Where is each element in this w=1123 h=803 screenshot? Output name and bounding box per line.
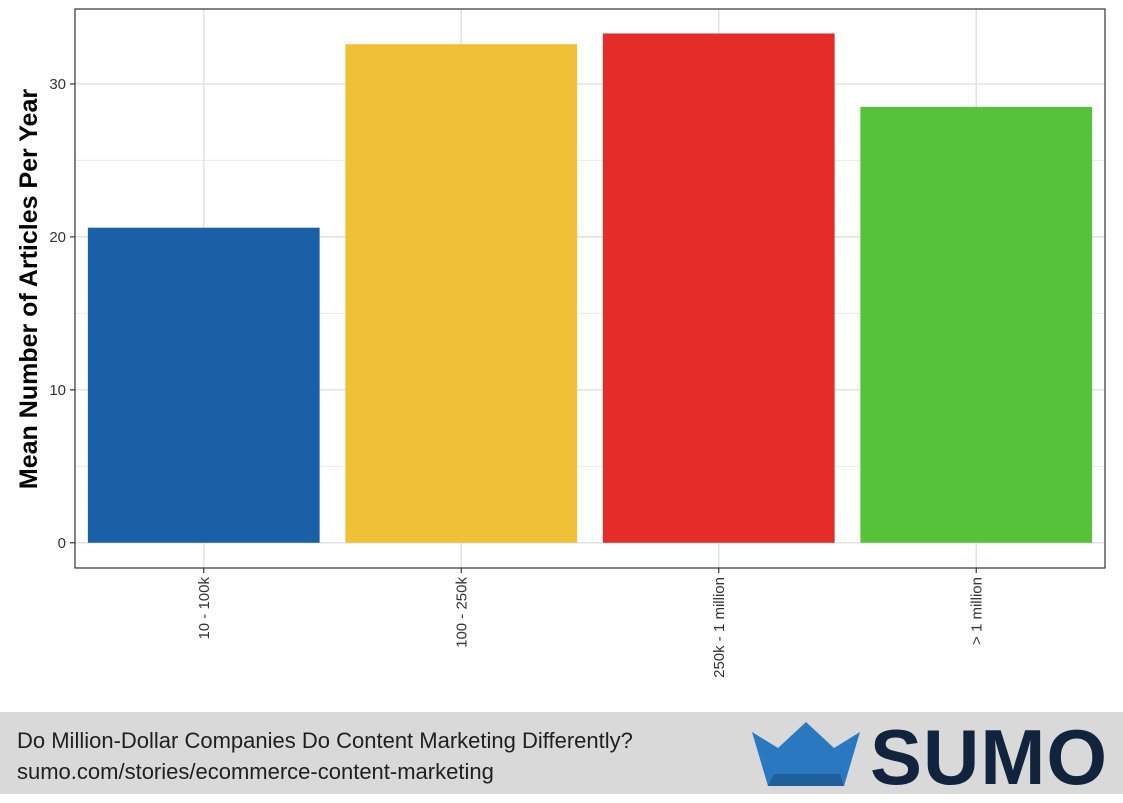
- y-axis: 0 10 20 30: [49, 76, 75, 552]
- y-tick-label: 30: [49, 76, 66, 93]
- sumo-logo: SUMO: [748, 713, 1118, 801]
- article-url[interactable]: sumo.com/stories/ecommerce-content-marke…: [17, 759, 494, 784]
- bar: [602, 33, 835, 543]
- bar: [345, 44, 578, 543]
- bars: [87, 33, 1093, 543]
- y-tick-label: 0: [58, 535, 66, 552]
- x-tick-label: 100 - 250k: [453, 577, 470, 648]
- bar-chart: 0 10 20 30 10 - 100k 100 - 250k 250k - 1 mill…: [15, 8, 1106, 678]
- y-axis-label: Mean Number of Articles Per Year: [15, 89, 43, 489]
- bar: [860, 106, 1093, 543]
- y-tick-label: 20: [49, 229, 66, 246]
- x-axis: 10 - 100k 100 - 250k 250k - 1 million > 1 m…: [196, 568, 985, 678]
- x-tick-label: 250k - 1 million: [711, 577, 728, 678]
- article-title: Do Million-Dollar Companies Do Content M…: [17, 728, 633, 753]
- plot-border: [74, 8, 1106, 569]
- x-tick-label: > 1 million: [968, 577, 985, 645]
- crown-icon: [752, 722, 860, 786]
- footer-banner: Do Million-Dollar Companies Do Content M…: [0, 712, 1123, 801]
- bar: [87, 227, 320, 543]
- y-tick-label: 10: [49, 382, 66, 399]
- x-tick-label: 10 - 100k: [196, 577, 213, 640]
- logo-text: SUMO: [870, 713, 1108, 801]
